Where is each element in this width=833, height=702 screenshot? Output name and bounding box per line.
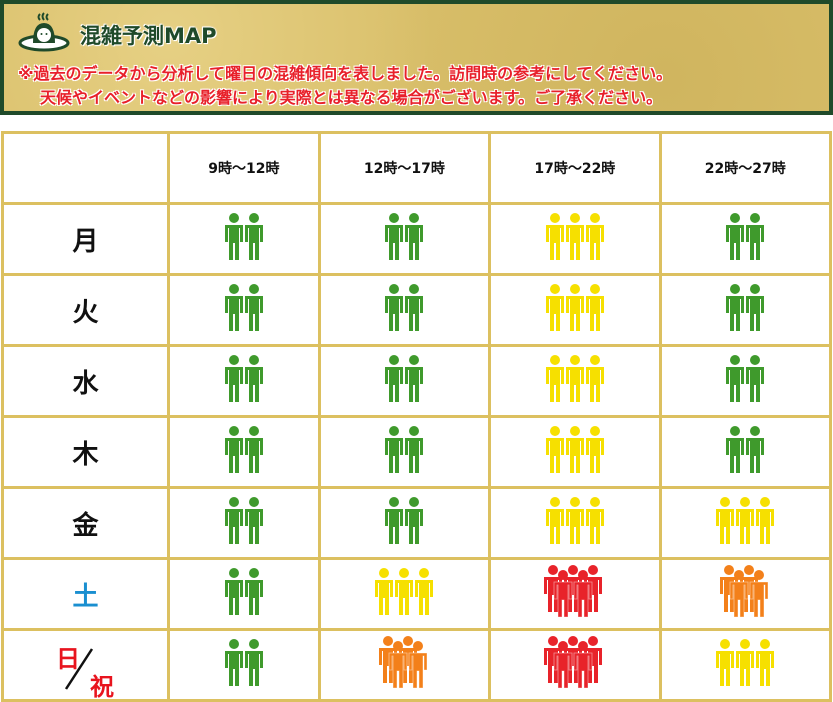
congestion-cell xyxy=(658,202,833,276)
page-title: 混雑予測MAP xyxy=(80,24,217,48)
crowd-very-high-icon xyxy=(543,565,602,618)
crowd-mid-icon xyxy=(375,568,434,615)
congestion-cell xyxy=(317,344,492,418)
crowd-low-icon xyxy=(224,284,263,331)
onsen-mascot-icon xyxy=(18,12,70,52)
column-header: 22時～27時 xyxy=(658,131,833,205)
crowd-low-icon xyxy=(224,355,263,402)
crowd-mid-icon xyxy=(716,497,775,544)
congestion-cell xyxy=(488,273,662,347)
table-row: 月 xyxy=(1,202,833,276)
crowd-low-icon xyxy=(385,426,424,473)
congestion-cell xyxy=(317,628,492,702)
congestion-cell xyxy=(167,344,321,418)
table-row: 水 xyxy=(1,344,833,418)
crowd-low-icon xyxy=(726,426,765,473)
column-header: 17時～22時 xyxy=(488,131,662,205)
crowd-low-icon xyxy=(726,355,765,402)
congestion-cell xyxy=(658,415,833,489)
column-header: 12時～17時 xyxy=(317,131,492,205)
congestion-cell xyxy=(167,628,321,702)
congestion-cell xyxy=(658,628,833,702)
note-line-1: ※過去のデータから分析して曜日の混雑傾向を表しました。訪問時の参考にしてください… xyxy=(18,64,673,83)
congestion-cell xyxy=(658,486,833,560)
day-label: 金 xyxy=(1,486,170,560)
corner-cell xyxy=(1,131,170,205)
crowd-low-icon xyxy=(726,213,765,260)
day-label: 土 xyxy=(1,557,170,631)
table-row: 火 xyxy=(1,273,833,347)
congestion-cell xyxy=(167,415,321,489)
crowd-very-high-icon xyxy=(543,636,602,689)
congestion-cell xyxy=(488,486,662,560)
sunday-label: 日 xyxy=(56,644,80,673)
table-row: 木 xyxy=(1,415,833,489)
congestion-cell xyxy=(488,628,662,702)
crowd-low-icon xyxy=(385,213,424,260)
slash-divider xyxy=(64,647,94,690)
congestion-cell xyxy=(317,202,492,276)
congestion-cell xyxy=(488,557,662,631)
congestion-cell xyxy=(167,486,321,560)
congestion-cell xyxy=(317,557,492,631)
crowd-mid-icon xyxy=(716,639,775,686)
day-label: 水 xyxy=(1,344,170,418)
column-header: 9時～12時 xyxy=(167,131,321,205)
crowd-low-icon xyxy=(385,284,424,331)
crowd-low-icon xyxy=(224,426,263,473)
congestion-cell xyxy=(658,344,833,418)
day-label-sunday-holiday: 日祝 xyxy=(1,628,170,702)
crowd-high-icon xyxy=(379,636,428,689)
crowd-low-icon xyxy=(385,497,424,544)
congestion-table: 9時～12時 12時～17時 17時～22時 22時～27時 月火水木金土日祝 xyxy=(1,131,833,702)
crowd-low-icon xyxy=(224,497,263,544)
crowd-mid-icon xyxy=(545,426,604,473)
day-label: 月 xyxy=(1,202,170,276)
congestion-cell xyxy=(167,557,321,631)
congestion-cell xyxy=(317,273,492,347)
congestion-cell xyxy=(488,202,662,276)
congestion-cell xyxy=(167,202,321,276)
crowd-low-icon xyxy=(385,355,424,402)
crowd-mid-icon xyxy=(545,355,604,402)
crowd-mid-icon xyxy=(545,213,604,260)
congestion-cell xyxy=(658,273,833,347)
crowd-low-icon xyxy=(224,639,263,686)
crowd-low-icon xyxy=(726,284,765,331)
day-label: 火 xyxy=(1,273,170,347)
congestion-cell xyxy=(317,415,492,489)
header-row: 9時～12時 12時～17時 17時～22時 22時～27時 xyxy=(1,131,833,205)
day-label: 木 xyxy=(1,415,170,489)
table-row: 日祝 xyxy=(1,628,833,702)
crowd-low-icon xyxy=(224,568,263,615)
holiday-label: 祝 xyxy=(90,672,114,701)
congestion-cell xyxy=(167,273,321,347)
congestion-cell xyxy=(488,415,662,489)
crowd-low-icon xyxy=(224,213,263,260)
congestion-cell xyxy=(317,486,492,560)
note-line-2: 天候やイベントなどの影響により実際とは異なる場合がございます。ご了承ください。 xyxy=(40,88,663,107)
crowd-mid-icon xyxy=(545,284,604,331)
table-row: 金 xyxy=(1,486,833,560)
table-row: 土 xyxy=(1,557,833,631)
crowd-high-icon xyxy=(720,565,769,618)
congestion-cell xyxy=(658,557,833,631)
header-banner: 混雑予測MAP ※過去のデータから分析して曜日の混雑傾向を表しました。訪問時の参… xyxy=(0,0,833,115)
crowd-mid-icon xyxy=(545,497,604,544)
congestion-cell xyxy=(488,344,662,418)
